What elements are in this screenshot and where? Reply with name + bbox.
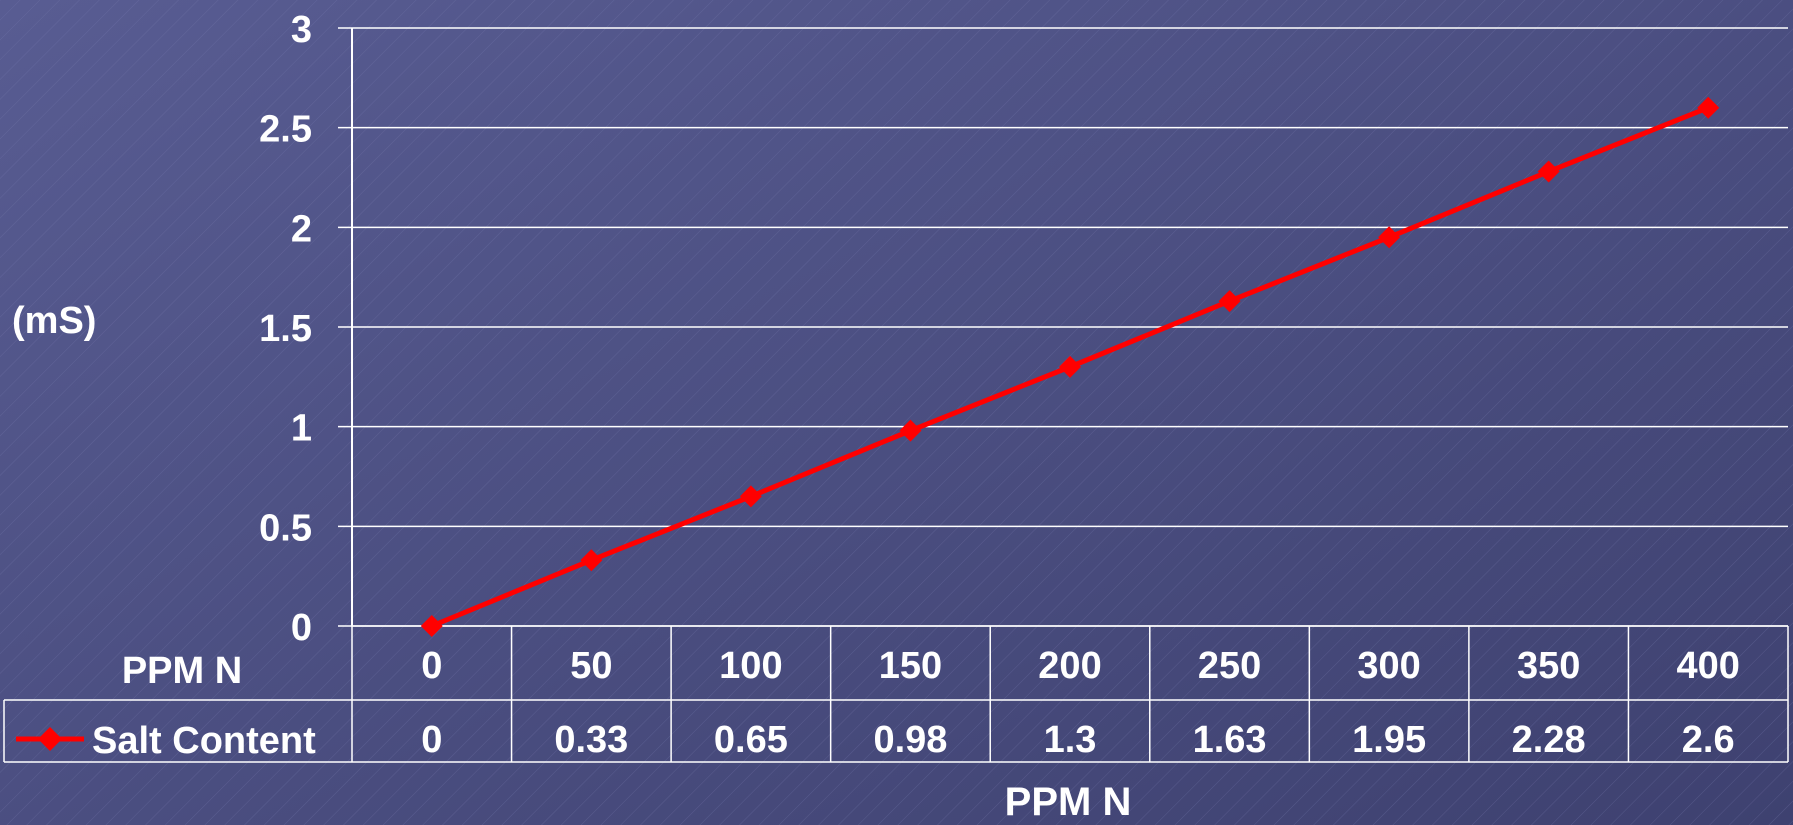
x-tick-label: 150 (879, 645, 942, 687)
data-point (899, 419, 922, 442)
x-tick-label: 300 (1357, 645, 1420, 687)
data-label: 0.98 (873, 719, 947, 761)
y-tick-label: 2 (291, 208, 312, 250)
data-point (1378, 226, 1401, 249)
y-tick-label: 1 (291, 408, 312, 450)
data-label: 0.33 (554, 719, 628, 761)
y-tick-label: 3 (291, 9, 312, 51)
y-axis-label: (mS) (12, 300, 96, 342)
x-tick-label: 250 (1198, 645, 1261, 687)
data-label: 0 (421, 719, 442, 761)
data-label: 1.95 (1352, 719, 1426, 761)
legend-series-name: Salt Content (92, 720, 316, 762)
y-tick-label: 1.5 (259, 308, 312, 350)
data-label: 2.6 (1682, 719, 1735, 761)
data-point (1697, 96, 1720, 119)
table-header-label: PPM N (122, 650, 242, 692)
data-label: 0.65 (714, 719, 788, 761)
x-tick-label: 200 (1038, 645, 1101, 687)
data-point (1218, 290, 1241, 313)
data-point (580, 549, 603, 572)
legend-marker (38, 727, 62, 751)
x-tick-label: 100 (719, 645, 782, 687)
x-tick-label: 400 (1677, 645, 1740, 687)
x-tick-label: 0 (421, 645, 442, 687)
data-point (1537, 160, 1560, 183)
series-salt-content (420, 96, 1720, 637)
data-point (739, 485, 762, 508)
y-tick-labels: 0 0.5 1 1.5 2 2.5 3 (259, 9, 312, 649)
y-tick-label: 0 (291, 607, 312, 649)
data-point (1059, 355, 1081, 378)
y-tick-label: 2.5 (259, 109, 312, 151)
x-axis-label: PPM N (1005, 780, 1132, 824)
x-tick-label: 50 (570, 645, 612, 687)
y-tick-label: 0.5 (259, 507, 312, 549)
data-label: 1.63 (1193, 719, 1267, 761)
data-label: 1.3 (1044, 719, 1097, 761)
data-label: 2.28 (1512, 719, 1586, 761)
x-tick-label: 350 (1517, 645, 1580, 687)
data-point (420, 615, 443, 637)
data-table: PPM N 0 50 100 150 200 250 300 350 400 Salt Conten… (3, 625, 1789, 763)
